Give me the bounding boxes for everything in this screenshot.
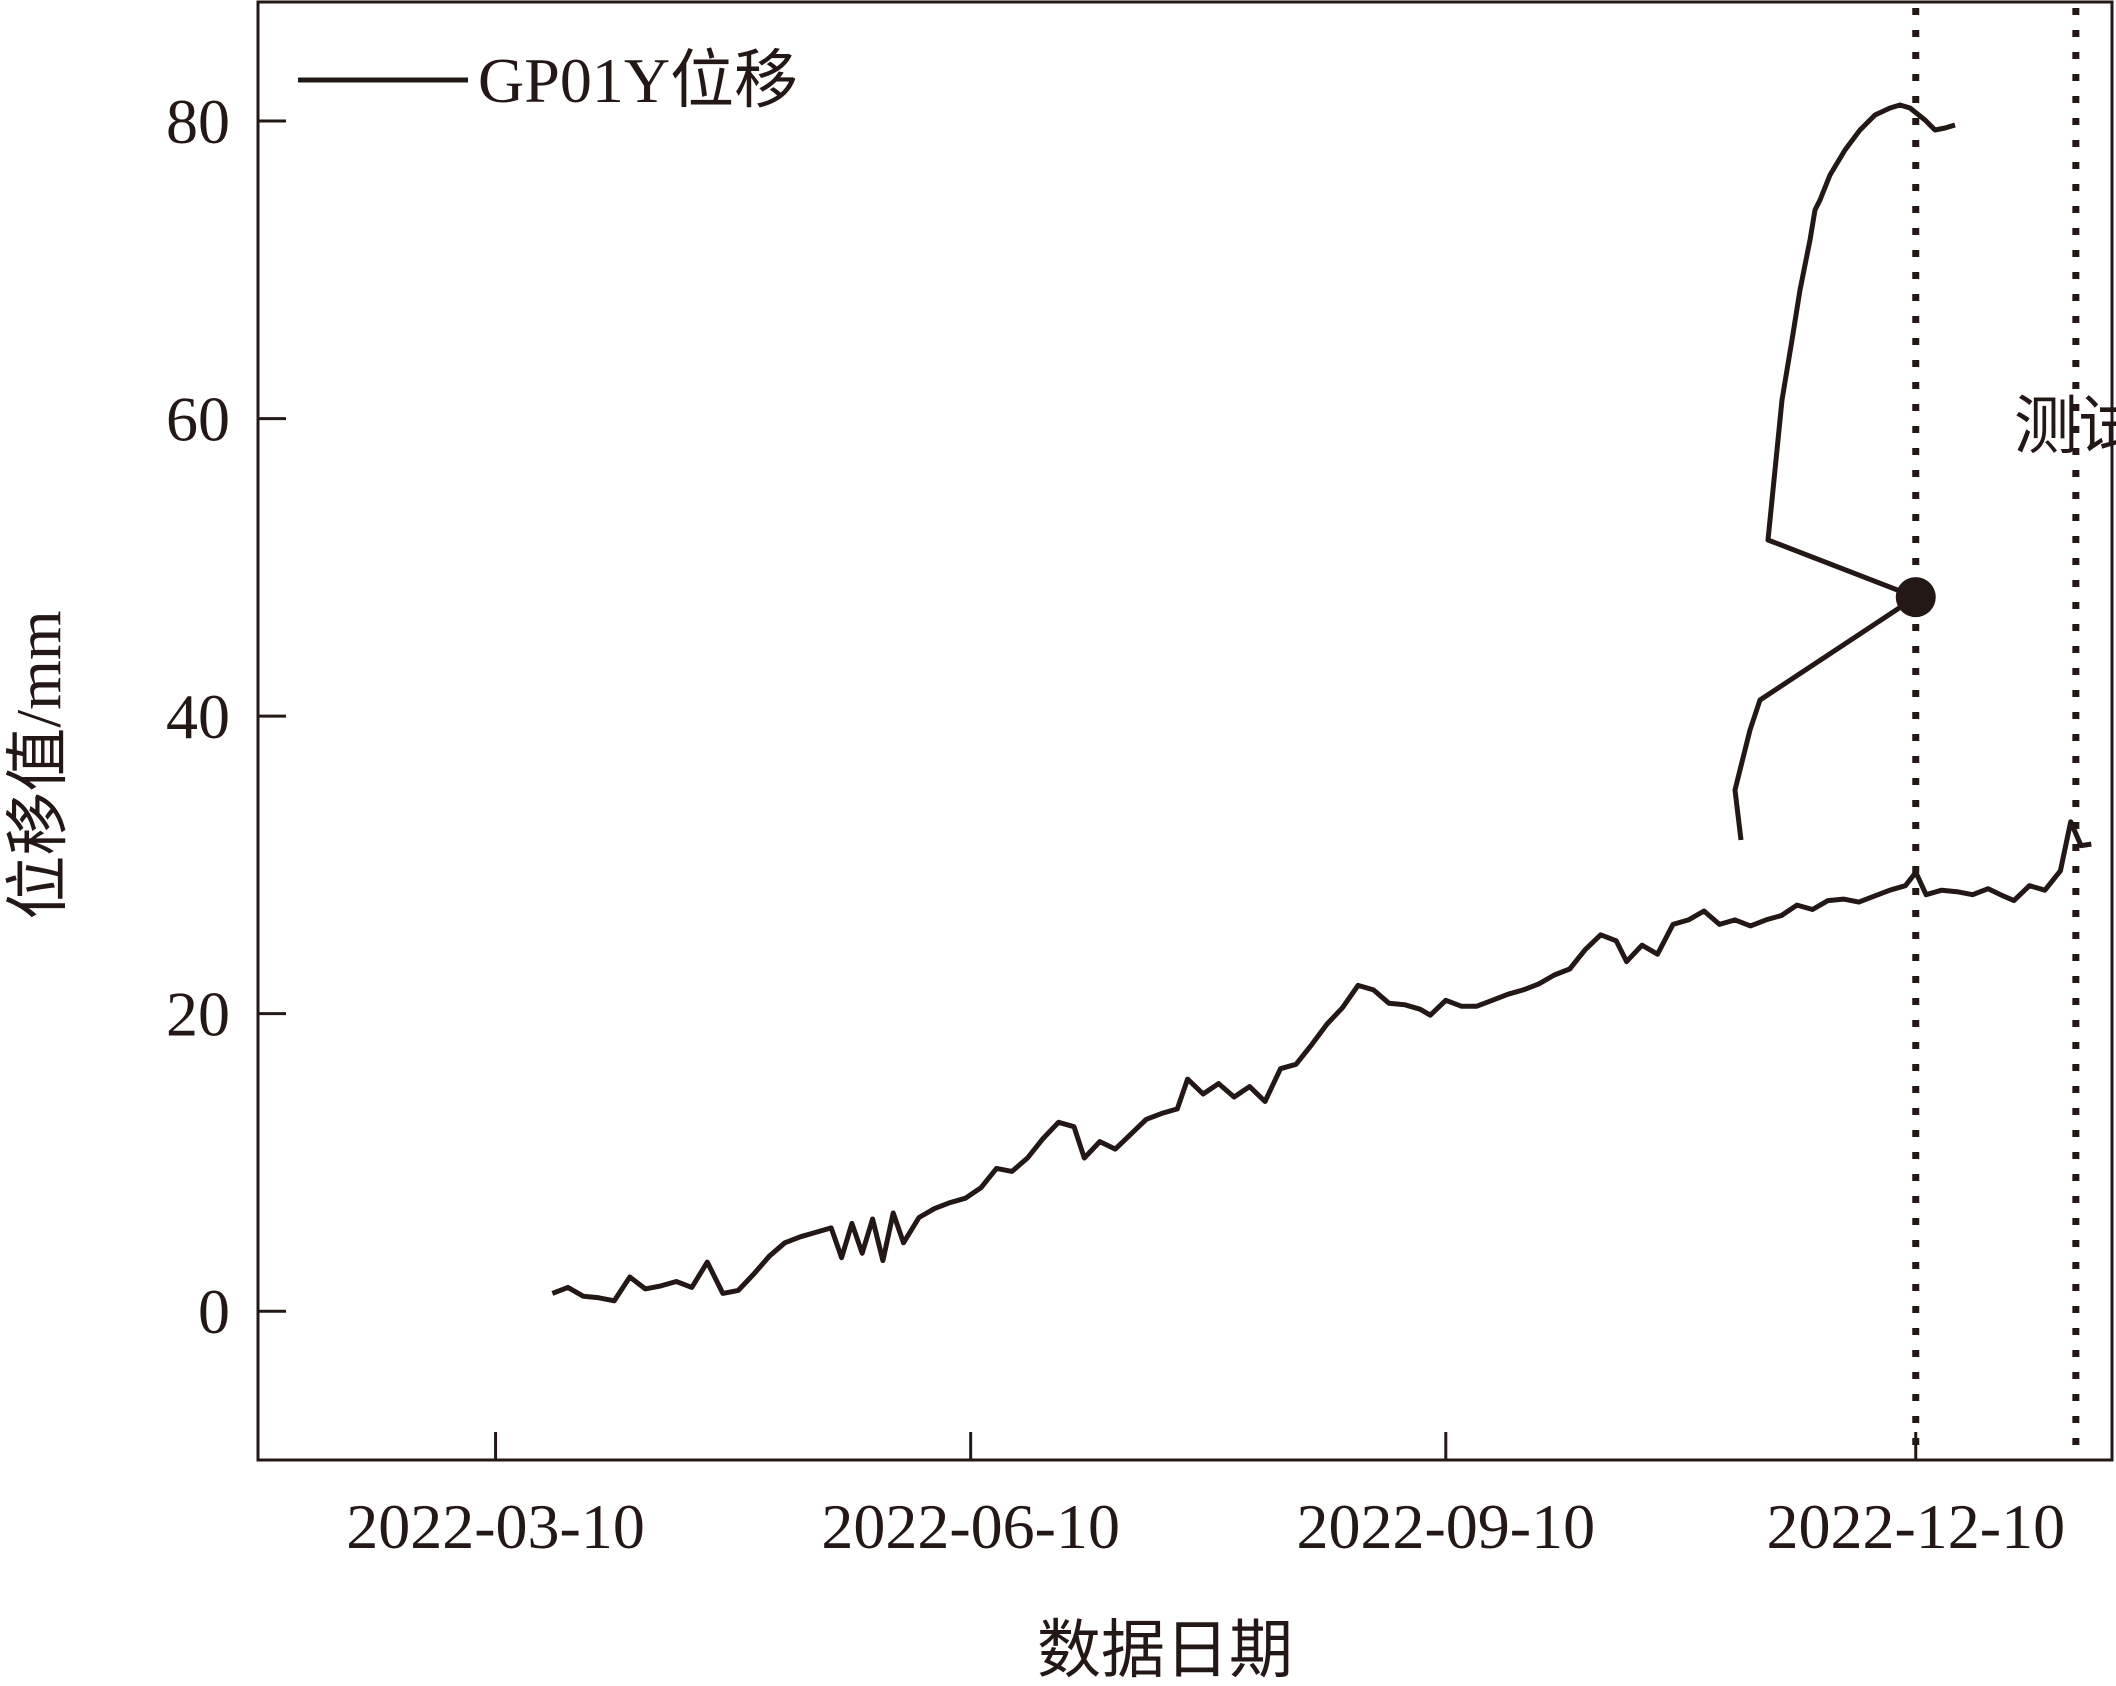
x-tick-label: 2022-12-10 [1766, 1491, 2065, 1562]
y-tick-label: 60 [166, 384, 230, 455]
legend-label: GP01Y位移 [478, 45, 798, 116]
x-axis-title: 数据日期 [1037, 1615, 1293, 1686]
series-layer [551, 102, 2092, 1304]
x-axis: 2022-03-10 2022-06-10 2022-09-10 2022-12-10 [346, 1432, 2065, 1562]
x-tick-label: 2022-09-10 [1296, 1491, 1595, 1562]
test-set-label: 测试集 [2014, 391, 2116, 462]
x-tick-label: 2022-06-10 [821, 1491, 1120, 1562]
test-set-boundaries [1912, 8, 2080, 1460]
series-line-gp01y [551, 819, 2092, 1304]
y-axis: 0 20 40 60 80 [166, 86, 286, 1347]
y-tick-label: 0 [198, 1276, 230, 1347]
plot-border [256, 0, 2114, 1462]
x-tick-label: 2022-03-10 [346, 1491, 645, 1562]
legend: GP01Y位移 [298, 45, 798, 116]
series-line-gp01y-rise [1732, 102, 1956, 841]
y-axis-title: 位移值/mm [3, 610, 74, 919]
plot-frame [256, 0, 2114, 1462]
y-tick-label: 80 [166, 86, 230, 157]
y-tick-label: 40 [166, 681, 230, 752]
y-tick-label: 20 [166, 979, 230, 1050]
